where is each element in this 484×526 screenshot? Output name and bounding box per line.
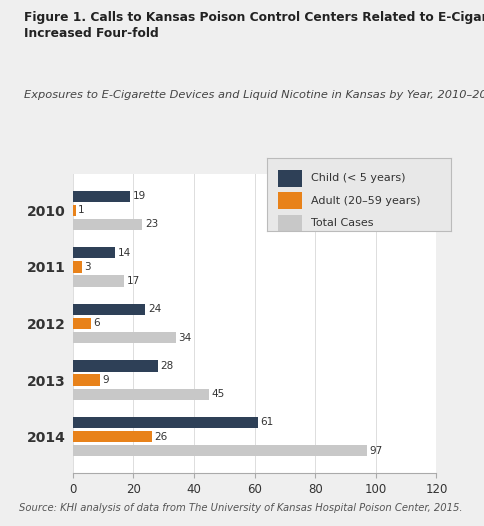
Text: 97: 97 <box>368 446 382 456</box>
Text: 28: 28 <box>160 361 173 371</box>
Text: Exposures to E-Cigarette Devices and Liquid Nicotine in Kansas by Year, 2010–201: Exposures to E-Cigarette Devices and Liq… <box>24 90 484 100</box>
Text: Source: KHI analysis of data from The University of Kansas Hospital Poison Cente: Source: KHI analysis of data from The Un… <box>19 502 462 513</box>
Bar <box>73 360 157 371</box>
Bar <box>73 190 130 202</box>
Text: 34: 34 <box>178 332 191 342</box>
Bar <box>73 261 82 272</box>
Bar <box>73 389 209 400</box>
Text: 19: 19 <box>133 191 146 201</box>
Text: 3: 3 <box>84 262 91 272</box>
Text: 24: 24 <box>148 305 161 315</box>
Bar <box>73 304 145 315</box>
Bar <box>73 247 115 258</box>
Text: 23: 23 <box>145 219 158 229</box>
Text: 45: 45 <box>211 389 225 399</box>
Text: 6: 6 <box>93 318 100 329</box>
Bar <box>73 276 124 287</box>
Text: 61: 61 <box>259 418 273 428</box>
Bar <box>277 193 301 209</box>
Text: Adult (20–59 years): Adult (20–59 years) <box>310 196 420 206</box>
Bar <box>73 318 91 329</box>
Bar <box>73 219 142 230</box>
Bar <box>277 215 301 231</box>
Text: 26: 26 <box>153 432 167 442</box>
Bar <box>73 445 366 457</box>
Bar <box>73 375 100 386</box>
X-axis label: Number of Cases: Number of Cases <box>191 502 318 514</box>
Bar <box>73 417 257 428</box>
Bar <box>73 332 175 343</box>
Bar <box>73 431 151 442</box>
Text: Total Cases: Total Cases <box>310 218 373 228</box>
Bar <box>73 205 76 216</box>
Text: 9: 9 <box>102 375 109 385</box>
Text: 17: 17 <box>126 276 140 286</box>
Text: 14: 14 <box>117 248 131 258</box>
Text: Child (< 5 years): Child (< 5 years) <box>310 174 405 184</box>
Text: Figure 1. Calls to Kansas Poison Control Centers Related to E-Cigarettes
Increas: Figure 1. Calls to Kansas Poison Control… <box>24 11 484 40</box>
Text: 1: 1 <box>78 205 85 215</box>
Bar <box>277 170 301 187</box>
